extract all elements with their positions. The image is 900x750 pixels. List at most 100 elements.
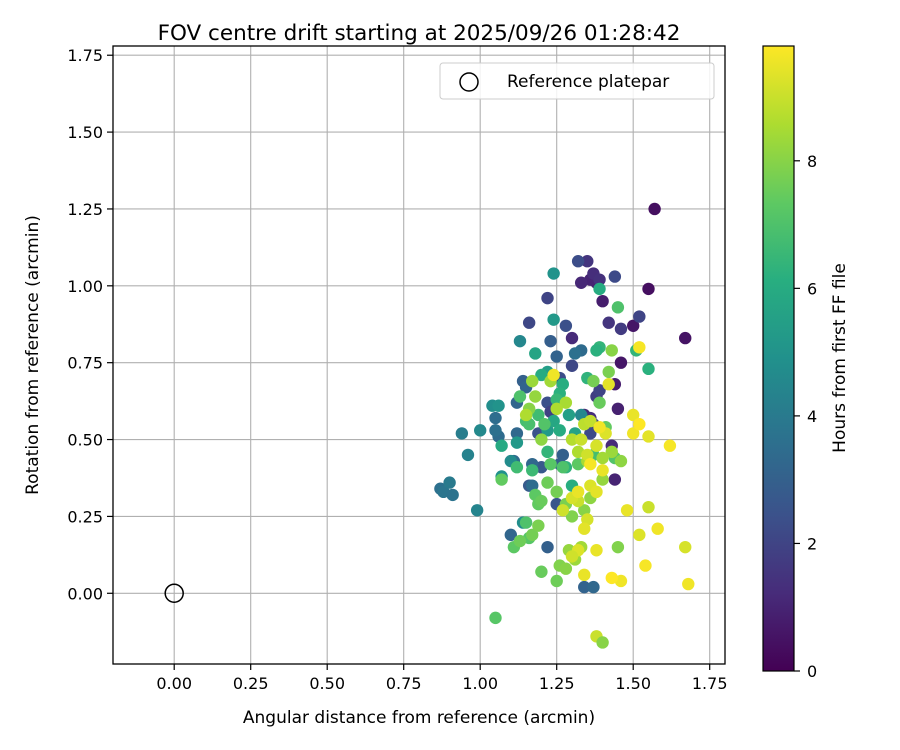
data-point (556, 448, 570, 462)
reference-platepar-marker (164, 583, 184, 604)
data-point (470, 504, 484, 517)
data-point (556, 504, 570, 517)
data-point (593, 421, 606, 434)
data-point (513, 534, 527, 548)
data-point (532, 519, 545, 532)
data-point (593, 396, 606, 409)
data-point (590, 544, 603, 557)
data-point (541, 540, 554, 554)
x-axis-label: Angular distance from reference (arcmin) (243, 708, 595, 728)
data-point (535, 494, 548, 508)
data-point (526, 464, 539, 477)
colorbar-tick-label: 4 (807, 407, 817, 426)
data-point (602, 365, 615, 379)
y-tick-label: 0.50 (67, 431, 103, 450)
data-point (587, 374, 600, 388)
data-point (679, 540, 692, 554)
data-point (492, 399, 505, 412)
data-point (547, 368, 560, 382)
colorbar-gradient (762, 45, 795, 672)
data-point (596, 473, 609, 486)
y-tick-label: 1.00 (67, 277, 103, 296)
data-point (535, 565, 548, 578)
data-point (584, 427, 597, 440)
data-point (489, 424, 502, 437)
data-point (559, 319, 573, 332)
data-point (611, 402, 625, 416)
data-point (679, 331, 692, 345)
data-point (556, 461, 570, 474)
data-point (648, 202, 661, 216)
data-point (590, 344, 603, 357)
legend: Reference platepar (439, 62, 715, 100)
data-point (489, 411, 502, 425)
data-point (596, 451, 609, 465)
data-point (596, 294, 609, 308)
data-point (510, 427, 524, 440)
data-point (611, 301, 625, 314)
x-tick-label: 1.00 (462, 674, 498, 693)
data-point (633, 528, 646, 542)
data-point (541, 476, 554, 489)
x-tick-label: 1.75 (692, 674, 728, 693)
data-point (614, 356, 628, 369)
data-point (596, 636, 609, 649)
data-point (544, 457, 557, 471)
data-point (541, 291, 554, 305)
data-point (544, 334, 557, 348)
y-axis-ticks: 0.00 0.25 0.50 0.75 1.00 1.25 1.50 1.75 (67, 46, 113, 603)
data-point (550, 350, 563, 363)
data-point (541, 445, 554, 459)
legend-open-circle-icon (459, 72, 479, 92)
data-point (663, 439, 677, 452)
data-point (605, 445, 618, 459)
data-point (455, 427, 469, 440)
data-point (526, 528, 539, 542)
x-tick-label: 0.50 (309, 674, 345, 693)
data-point (568, 347, 582, 360)
data-point (513, 390, 527, 403)
data-point (519, 408, 533, 422)
colorbar-tick-label: 0 (807, 662, 817, 681)
chart-title: FOV centre drift starting at 2025/09/26 … (158, 21, 681, 46)
data-point (565, 510, 579, 523)
data-point (510, 461, 524, 474)
data-point (642, 362, 655, 376)
colorbar-tick-label: 6 (807, 279, 817, 298)
data-point (605, 571, 618, 585)
data-point (602, 316, 615, 329)
data-point (633, 341, 646, 354)
x-tick-label: 0.25 (233, 674, 269, 693)
data-point (593, 384, 606, 397)
data-point (495, 473, 508, 486)
data-point (474, 424, 487, 437)
data-point (593, 273, 606, 286)
data-point (584, 414, 597, 428)
x-tick-label: 1.25 (539, 674, 575, 693)
x-tick-label: 1.50 (615, 674, 651, 693)
data-point (584, 457, 597, 471)
data-point (627, 408, 640, 422)
x-axis-ticks: 0.00 0.25 0.50 0.75 1.00 1.25 1.50 1.75 (156, 664, 728, 693)
data-point (565, 550, 579, 563)
data-point (602, 378, 615, 391)
data-point (578, 522, 591, 535)
data-point (627, 319, 640, 332)
colorbar-ticks: 0 2 4 6 8 (794, 152, 817, 681)
y-tick-label: 0.00 (67, 584, 103, 603)
legend-box (439, 62, 715, 100)
data-point (633, 310, 646, 323)
data-point (642, 282, 655, 296)
colorbar-label: Hours from first FF file (830, 263, 850, 453)
data-point (443, 476, 456, 489)
data-point (461, 448, 475, 462)
data-point (620, 504, 634, 517)
data-point (608, 473, 622, 486)
data-point (535, 433, 548, 446)
scatter-points (434, 202, 695, 649)
data-point (526, 374, 539, 388)
data-point (489, 611, 502, 625)
data-point (651, 522, 664, 535)
data-point (593, 282, 606, 296)
data-point (614, 454, 628, 468)
